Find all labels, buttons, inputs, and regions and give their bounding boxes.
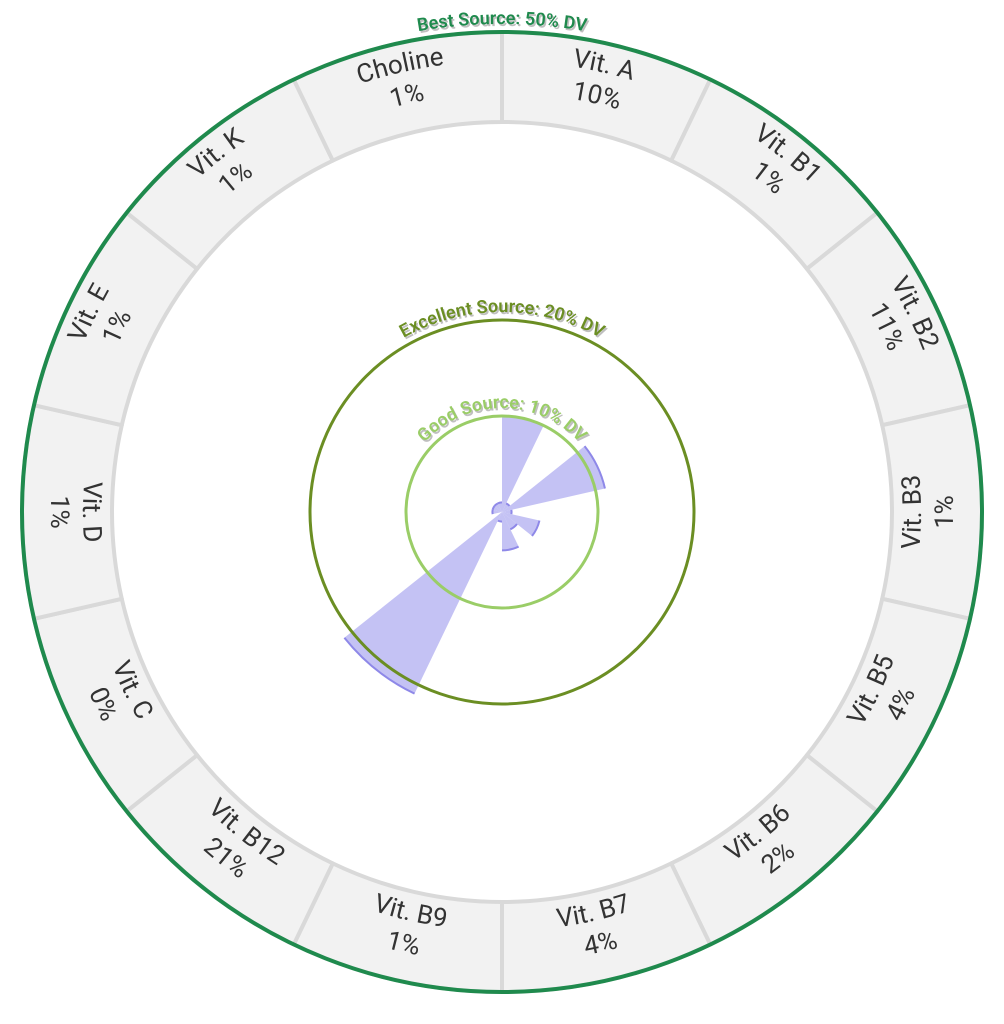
- segment-name-3: Vit. B3: [896, 474, 928, 550]
- bar-cap-7: [498, 521, 502, 522]
- bar-cap-13: [498, 502, 502, 503]
- segment-name-10: Vit. D: [76, 481, 107, 543]
- bar-vit-b12: [344, 512, 502, 694]
- segment-value-10: 1%: [44, 495, 74, 529]
- vitamin-radial-chart: Vit. A10%Vit. B11%Vit. B211%Vit. B31%Vit…: [0, 0, 1004, 1024]
- radial-bars: [344, 416, 605, 694]
- segment-value-3: 1%: [930, 495, 960, 529]
